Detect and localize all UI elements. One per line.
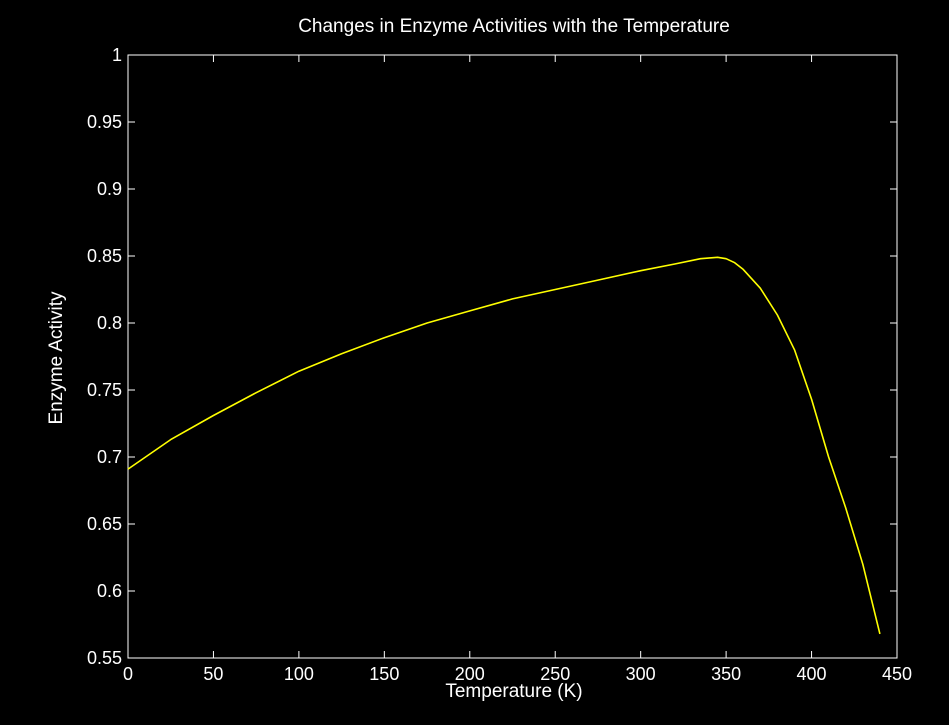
plot-area: 0 50 100 150 200 250 300 350 400 450 0.55 0.6 0.65 0.…: [87, 45, 912, 684]
x-tick-label: 200: [455, 664, 485, 684]
x-tick-label: 300: [626, 664, 656, 684]
y-tick-label: 1: [112, 45, 122, 65]
x-axis-title: Temperature (K): [445, 681, 582, 702]
x-tick-label: 0: [123, 664, 133, 684]
y-tick-label: 0.75: [87, 380, 122, 400]
y-tick-label: 0.95: [87, 112, 122, 132]
y-tick-label: 0.7: [97, 447, 122, 467]
y-tick-label: 0.65: [87, 514, 122, 534]
y-tick-label: 0.55: [87, 648, 122, 668]
x-tick-label: 100: [284, 664, 314, 684]
chart-title: Changes in Enzyme Activities with the Te…: [298, 16, 730, 37]
x-tick-label: 150: [369, 664, 399, 684]
x-tick-label: 350: [711, 664, 741, 684]
y-tick-label: 0.6: [97, 581, 122, 601]
x-tick-label: 450: [882, 664, 912, 684]
y-axis-title: Enzyme Activity: [46, 291, 67, 425]
x-tick-label: 250: [540, 664, 570, 684]
axes-box: [127, 54, 898, 659]
y-tick-label: 0.8: [97, 313, 122, 333]
y-tick-label: 0.85: [87, 246, 122, 266]
series-line: [127, 256, 881, 635]
x-tick-label: 400: [797, 664, 827, 684]
x-tick-label: 50: [203, 664, 223, 684]
y-tick-label: 0.9: [97, 179, 122, 199]
